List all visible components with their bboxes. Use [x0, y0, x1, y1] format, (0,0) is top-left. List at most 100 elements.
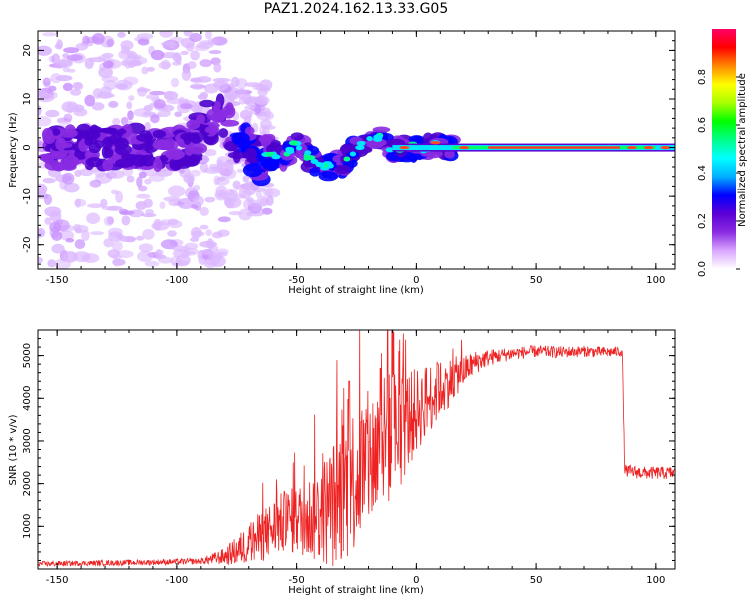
spectrogram-blob	[88, 57, 107, 63]
spectrogram-blob	[144, 178, 152, 185]
spectrogram-blob	[157, 110, 171, 118]
spectrogram-blob	[183, 173, 195, 184]
spectrogram-blob	[143, 105, 154, 112]
spectrogram-blob	[38, 45, 53, 56]
top-x-axis-label: Height of straight line (km)	[288, 285, 424, 296]
spectrogram-blob	[318, 171, 339, 182]
colorbar-tick-label: 0.6	[697, 117, 708, 133]
spectrogram-blob	[138, 243, 154, 253]
spectrogram-blob	[152, 142, 173, 150]
top-x-tick-label: -100	[166, 275, 189, 286]
spectrogram-blob	[242, 188, 256, 196]
spectrogram-blob	[51, 243, 65, 254]
spectrogram-blob	[126, 175, 135, 183]
spectrogram-hot-spot	[304, 150, 312, 156]
spectrogram-blob	[66, 54, 83, 61]
spectrogram-blob	[101, 206, 118, 211]
spectrogram-blob	[153, 218, 162, 231]
spectrogram-blob	[45, 109, 60, 118]
spectrogram-blob	[58, 128, 78, 138]
spectrogram-blob	[196, 76, 212, 83]
spectrogram-blob	[145, 94, 160, 100]
spectrogram-blob	[74, 198, 82, 208]
spectrogram-blob	[136, 250, 154, 263]
spectrogram-hot-spot	[271, 154, 281, 160]
spectrogram-blob	[44, 77, 52, 83]
spectrogram-blob	[121, 59, 129, 67]
spectrogram-blob	[217, 216, 231, 223]
spectrogram-blob	[142, 113, 151, 118]
spectrogram-blob	[136, 193, 151, 199]
spectrogram-peak-spot	[399, 145, 410, 150]
bottom-x-tick-label: -150	[46, 575, 69, 586]
colorbar-tick-label: 0.2	[697, 213, 708, 229]
spectrogram-blob	[43, 193, 53, 206]
spectrogram-blob	[58, 142, 73, 149]
spectrogram-blob	[177, 198, 195, 209]
spectrogram-blob	[112, 117, 121, 126]
spectrogram-blob	[218, 128, 229, 138]
spectrogram-blob	[155, 249, 164, 255]
spectrogram-blob	[247, 199, 259, 208]
spectrogram-blob	[103, 147, 114, 159]
bottom-y-tick-label: 3000	[22, 428, 33, 453]
spectrogram-blob	[207, 38, 218, 46]
spectrogram-hot-spot	[356, 140, 366, 146]
spectrogram-peak-spot	[626, 145, 637, 150]
spectrogram-blob	[52, 163, 68, 171]
spectrogram-peak-spot	[459, 145, 470, 150]
colorbar-label: Normalized spectral amplitude	[737, 73, 748, 227]
spectrogram-blob	[199, 224, 209, 230]
spectrogram-blob	[126, 101, 133, 110]
spectrogram-blob	[234, 185, 244, 191]
spectrogram-blob	[142, 228, 155, 240]
spectrogram-blob	[62, 172, 75, 185]
spectrogram-blob	[128, 95, 135, 101]
bottom-x-tick-label: -100	[166, 575, 189, 586]
spectrogram-blob	[160, 41, 174, 46]
colorbar-tick-label: 0.4	[697, 165, 708, 181]
spectrogram-blob	[38, 116, 52, 127]
spectrogram-blob	[73, 251, 91, 263]
bottom-y-tick-label: 2000	[22, 471, 33, 496]
spectrogram-blob	[89, 179, 102, 188]
colorbar: 0.0 0.2 0.4 0.6 0.8 Normalized spectral ampl…	[697, 29, 748, 277]
spectrogram-blob	[143, 198, 153, 208]
spectrogram-blob	[51, 230, 63, 241]
spectrogram-blob	[238, 208, 252, 221]
spectrogram-blob	[222, 162, 231, 168]
spectrogram-blob	[137, 38, 150, 46]
spectrogram-blob	[56, 39, 63, 50]
spectrogram-blob	[86, 212, 101, 224]
spectrogram-blob	[114, 158, 135, 168]
spectrogram-blob	[118, 208, 129, 215]
spectrogram-blob	[136, 235, 144, 241]
page-title: PAZ1.2024.162.13.33.G05	[263, 1, 449, 17]
spectrogram-blob	[103, 79, 117, 91]
spectrogram-blob	[101, 75, 119, 83]
spectrogram-blob	[205, 229, 212, 236]
spectrogram-blob	[74, 228, 83, 234]
spectrogram-blob	[48, 91, 58, 99]
spectrogram-blob	[103, 216, 114, 227]
spectrogram-blob	[199, 91, 209, 99]
spectrogram-blob	[100, 198, 108, 209]
spectrogram-blob	[59, 57, 74, 69]
spectrogram-blob	[290, 132, 304, 141]
spectrogram-blob	[50, 72, 62, 84]
spectrogram-blob	[49, 210, 62, 223]
spectrogram-blob	[112, 257, 121, 267]
spectrogram-blob	[208, 49, 222, 55]
spectrogram-blob	[144, 121, 151, 131]
spectrogram-blob	[117, 31, 126, 38]
spectrogram-blob	[118, 236, 137, 243]
spectrogram-blob	[146, 66, 155, 72]
spectrogram-blob	[159, 201, 166, 209]
spectrogram-blob	[84, 94, 96, 107]
spectrogram-blob	[51, 53, 61, 65]
top-y-tick-label: 20	[22, 44, 33, 57]
spectrogram-blob	[225, 198, 235, 209]
spectrogram-blob	[111, 241, 123, 252]
spectrogram-blob	[190, 50, 200, 61]
